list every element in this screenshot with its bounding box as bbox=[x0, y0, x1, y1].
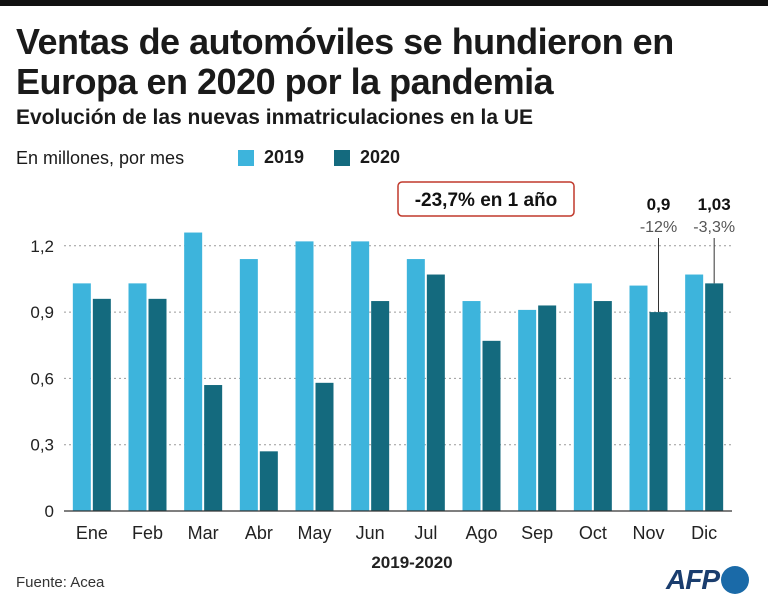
x-tick-label: Dic bbox=[691, 523, 717, 543]
bar-2020-Ago bbox=[482, 340, 501, 511]
bar-2020-Oct bbox=[593, 301, 612, 511]
bar-2020-Feb bbox=[148, 298, 167, 511]
afp-logo-circle-icon bbox=[721, 566, 749, 594]
bar-2019-Oct bbox=[573, 283, 592, 511]
bar-2019-Feb bbox=[128, 283, 147, 511]
legend-swatch-2019 bbox=[238, 149, 254, 166]
bar-2019-Nov bbox=[629, 285, 648, 511]
bar-2019-Mar bbox=[184, 232, 203, 512]
source-note: Fuente: Acea bbox=[16, 574, 105, 591]
units-label: En millones, por mes bbox=[16, 148, 185, 168]
callout-change-Dic: -3,3% bbox=[693, 219, 735, 236]
bar-2019-Ago bbox=[462, 301, 481, 511]
bar-2020-Jul bbox=[426, 274, 445, 511]
x-tick-label: Ene bbox=[76, 523, 108, 543]
legend-item-2020: 2020 bbox=[334, 147, 400, 168]
bar-2019-Jun bbox=[351, 241, 370, 511]
bar-2020-Mar bbox=[204, 385, 223, 511]
x-tick-label: Jun bbox=[356, 523, 385, 543]
x-tick-label: Jul bbox=[414, 523, 437, 543]
bar-2019-Ene bbox=[72, 283, 91, 511]
legend-swatch-2020 bbox=[334, 149, 350, 166]
bar-2020-Jun bbox=[371, 301, 390, 511]
x-axis-label: 2019-2020 bbox=[371, 553, 452, 572]
x-tick-label: Oct bbox=[579, 523, 607, 543]
legend-item-2019: 2019 bbox=[238, 147, 304, 168]
afp-logo: AFP bbox=[666, 564, 749, 596]
y-tick-label: 0,6 bbox=[30, 369, 54, 388]
legend-label-2020: 2020 bbox=[360, 147, 401, 167]
bar-2020-Sep bbox=[538, 305, 557, 511]
callout-value-Nov: 0,9 bbox=[647, 195, 671, 214]
y-tick-label: 1,2 bbox=[30, 237, 54, 256]
legend-label-2019: 2019 bbox=[264, 147, 305, 167]
bar-2019-May bbox=[295, 241, 314, 511]
afp-logo-text: AFP bbox=[666, 564, 720, 595]
bar-2019-Dic bbox=[685, 274, 704, 511]
x-tick-label: Mar bbox=[188, 523, 219, 543]
y-tick-label: 0 bbox=[45, 502, 54, 521]
bar-2019-Abr bbox=[239, 259, 258, 511]
chart-subtitle: Evolución de las nuevas inmatriculacione… bbox=[16, 106, 534, 129]
y-tick-label: 0,3 bbox=[30, 436, 54, 455]
bar-2020-Dic bbox=[705, 283, 724, 511]
bar-2019-Sep bbox=[518, 309, 537, 511]
bar-2020-May bbox=[315, 382, 334, 511]
x-tick-label: Sep bbox=[521, 523, 553, 543]
bar-2019-Jul bbox=[406, 259, 425, 511]
callout-change-Nov: -12% bbox=[640, 219, 677, 236]
top-rule bbox=[0, 0, 768, 6]
yearly-change-text: -23,7% en 1 año bbox=[415, 190, 558, 211]
x-tick-label: Nov bbox=[632, 523, 664, 543]
callout-value-Dic: 1,03 bbox=[698, 195, 731, 214]
x-tick-label: Feb bbox=[132, 523, 163, 543]
bar-2020-Abr bbox=[259, 451, 278, 511]
yearly-change-badge bbox=[397, 181, 575, 217]
y-tick-label: 0,9 bbox=[30, 303, 54, 322]
x-tick-label: Ago bbox=[465, 523, 497, 543]
x-tick-label: May bbox=[297, 523, 331, 543]
chart-title: Ventas de automóviles se hundieron en Eu… bbox=[16, 21, 674, 102]
bar-2020-Nov bbox=[649, 312, 668, 511]
bar-2020-Ene bbox=[92, 298, 111, 511]
x-tick-label: Abr bbox=[245, 523, 273, 543]
